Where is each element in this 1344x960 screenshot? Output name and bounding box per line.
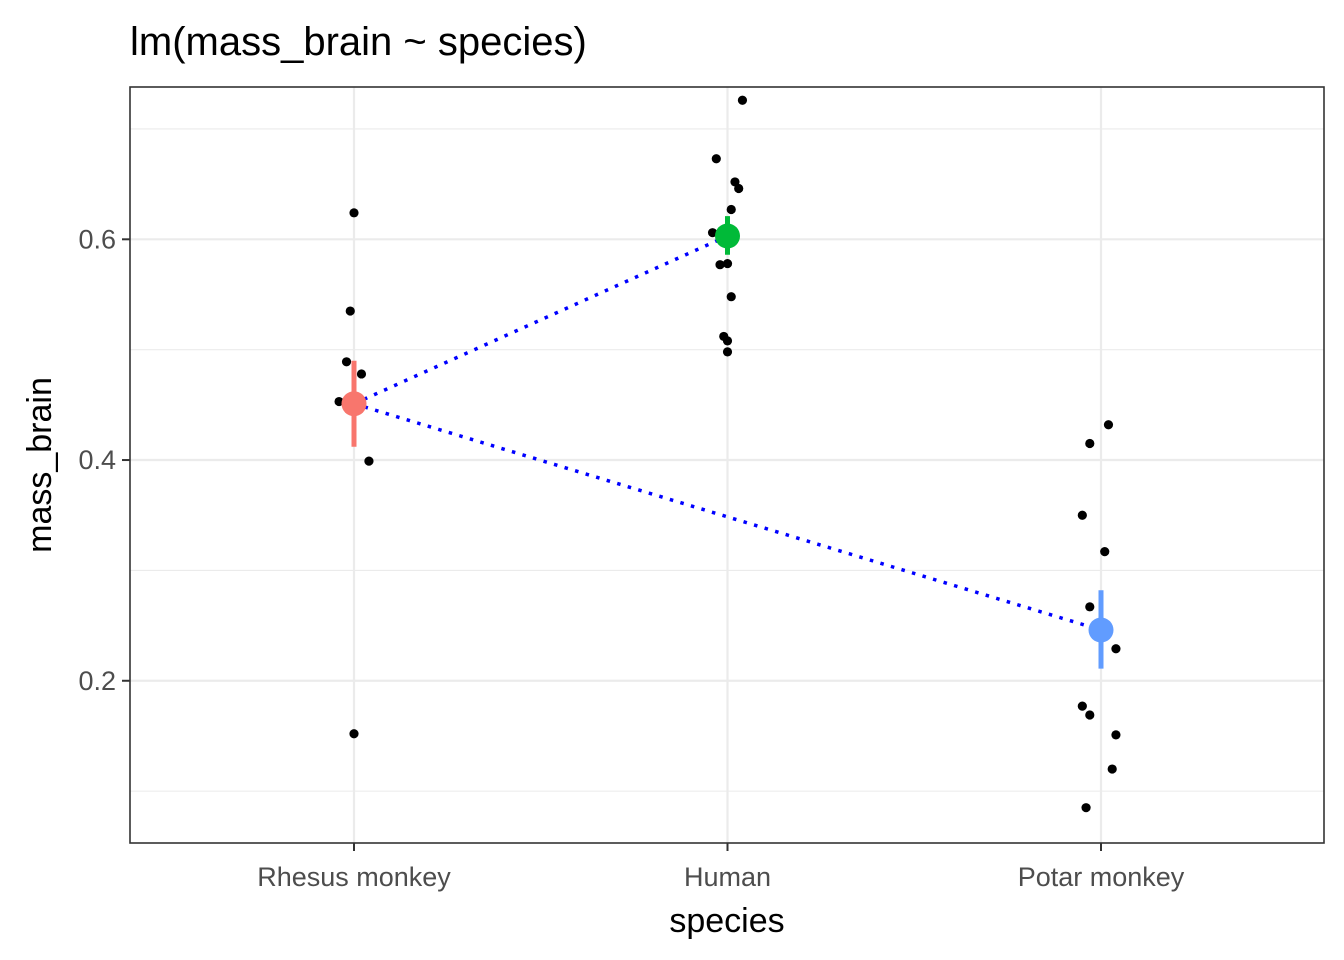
estimates-layer bbox=[341, 216, 1114, 669]
data-point bbox=[349, 729, 359, 739]
data-point bbox=[341, 357, 352, 367]
data-point bbox=[1107, 764, 1117, 774]
data-point bbox=[1085, 710, 1095, 720]
data-point bbox=[1100, 547, 1110, 557]
data-point bbox=[1077, 701, 1087, 711]
data-point bbox=[722, 347, 733, 357]
data-point bbox=[1085, 602, 1095, 612]
x-axis-title: species bbox=[669, 902, 784, 940]
data-point bbox=[1077, 510, 1087, 520]
data-point bbox=[1111, 730, 1121, 740]
x-tick-label: Potar monkey bbox=[1018, 862, 1185, 892]
estimate-mean-point bbox=[1088, 617, 1114, 643]
data-point bbox=[1085, 438, 1095, 449]
data-point bbox=[737, 95, 748, 105]
y-tick-label: 0.4 bbox=[78, 445, 116, 475]
data-point bbox=[715, 260, 725, 270]
contrast-line bbox=[353, 402, 1102, 632]
estimate-mean-point bbox=[341, 391, 367, 417]
data-point bbox=[356, 369, 367, 379]
contrast-lines-layer bbox=[353, 234, 1102, 632]
x-axis: Rhesus monkey Human Potar monkey bbox=[257, 843, 1185, 892]
data-point bbox=[707, 228, 718, 238]
data-point bbox=[726, 204, 736, 215]
data-point bbox=[726, 292, 736, 302]
y-axis: 0.2 0.4 0.6 bbox=[78, 224, 130, 696]
data-point bbox=[1111, 644, 1121, 654]
data-point bbox=[349, 208, 359, 218]
y-tick-label: 0.6 bbox=[78, 224, 116, 254]
y-axis-title: mass_brain bbox=[21, 377, 59, 553]
data-point bbox=[722, 258, 733, 269]
x-tick-label: Human bbox=[684, 862, 771, 892]
chart-title: lm(mass_brain ~ species) bbox=[130, 20, 587, 64]
observations-layer bbox=[334, 95, 1121, 813]
data-point bbox=[734, 183, 744, 194]
estimate-mean-point bbox=[715, 223, 740, 249]
contrast-line bbox=[353, 234, 729, 406]
data-point bbox=[334, 396, 344, 407]
x-tick-label: Rhesus monkey bbox=[257, 862, 451, 892]
grid-layer bbox=[130, 87, 1324, 843]
y-tick-label: 0.2 bbox=[78, 666, 116, 696]
data-point bbox=[1081, 803, 1091, 813]
data-point bbox=[711, 154, 721, 164]
data-point bbox=[722, 336, 733, 346]
data-point bbox=[1103, 420, 1114, 430]
data-point bbox=[364, 456, 374, 466]
data-point bbox=[345, 306, 355, 316]
